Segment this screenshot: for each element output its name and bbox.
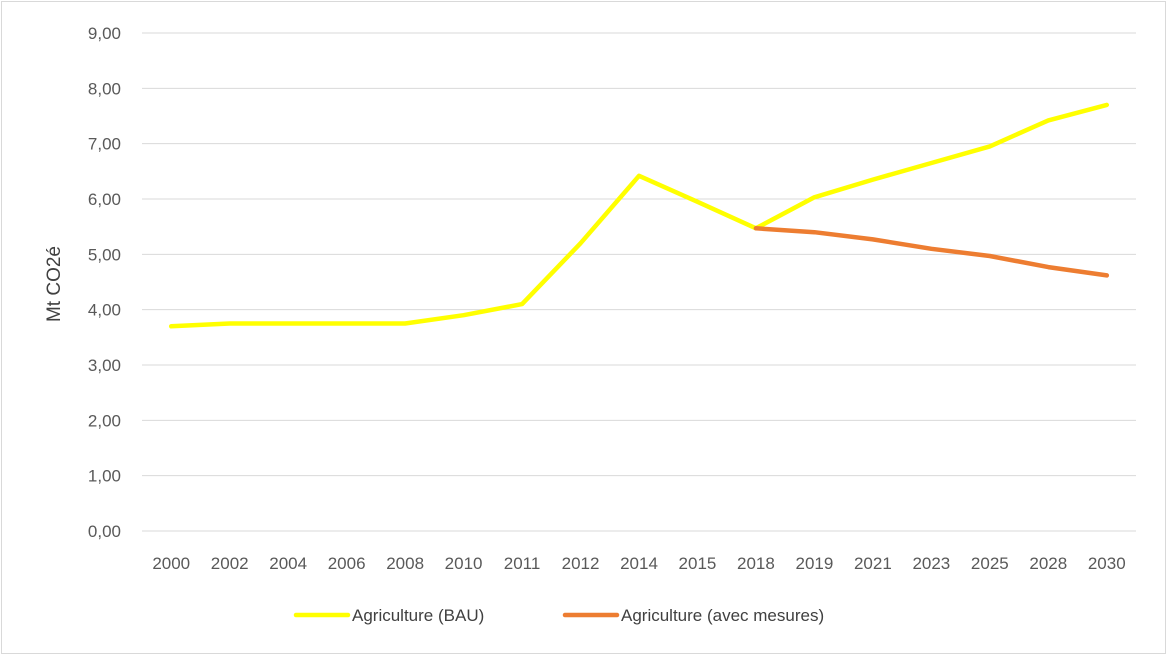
x-tick-label: 2004 [269, 554, 307, 573]
y-tick-label: 9,00 [88, 24, 121, 43]
x-tick-label: 2006 [328, 554, 366, 573]
series-lines [168, 102, 1110, 329]
x-tick-label: 2018 [737, 554, 775, 573]
series-line-1 [168, 102, 1110, 329]
legend-label: Agriculture (BAU) [352, 606, 484, 625]
y-tick-label: 5,00 [88, 245, 121, 264]
x-tick-label: 2010 [445, 554, 483, 573]
y-tick-label: 3,00 [88, 356, 121, 375]
y-tick-label: 8,00 [88, 79, 121, 98]
y-tick-label: 2,00 [88, 411, 121, 430]
x-tick-label: 2012 [562, 554, 600, 573]
x-tick-label: 2002 [211, 554, 249, 573]
x-tick-label: 2015 [679, 554, 717, 573]
x-axis-ticks: 2000 2002 2004 2006 2008 2010 2011 2012 2014 2015… [152, 554, 1125, 573]
y-tick-label: 6,00 [88, 190, 121, 209]
x-tick-label: 2019 [795, 554, 833, 573]
x-tick-label: 2011 [504, 554, 541, 573]
x-tick-label: 2028 [1029, 554, 1067, 573]
x-tick-label: 2023 [912, 554, 950, 573]
y-axis-label: Mt CO2é [44, 246, 65, 322]
x-tick-label: 2021 [854, 554, 892, 573]
legend-label: Agriculture (avec mesures) [621, 606, 824, 625]
series-line-2 [753, 226, 1110, 278]
gridlines [142, 32, 1136, 532]
y-tick-label: 0,00 [88, 522, 121, 541]
legend: Agriculture (BAU) Agriculture (avec mesur… [293, 606, 824, 625]
x-tick-label: 2014 [620, 554, 658, 573]
y-tick-label: 7,00 [88, 135, 121, 154]
x-tick-label: 2008 [386, 554, 424, 573]
x-tick-label: 2030 [1088, 554, 1126, 573]
y-tick-label: 4,00 [88, 301, 121, 320]
x-tick-label: 2025 [971, 554, 1009, 573]
y-tick-label: 1,00 [88, 467, 121, 486]
x-tick-label: 2000 [152, 554, 190, 573]
y-axis-ticks: 0,00 1,00 2,00 3,00 4,00 5,00 6,00 7,00 8,00 9,00 [88, 24, 121, 541]
